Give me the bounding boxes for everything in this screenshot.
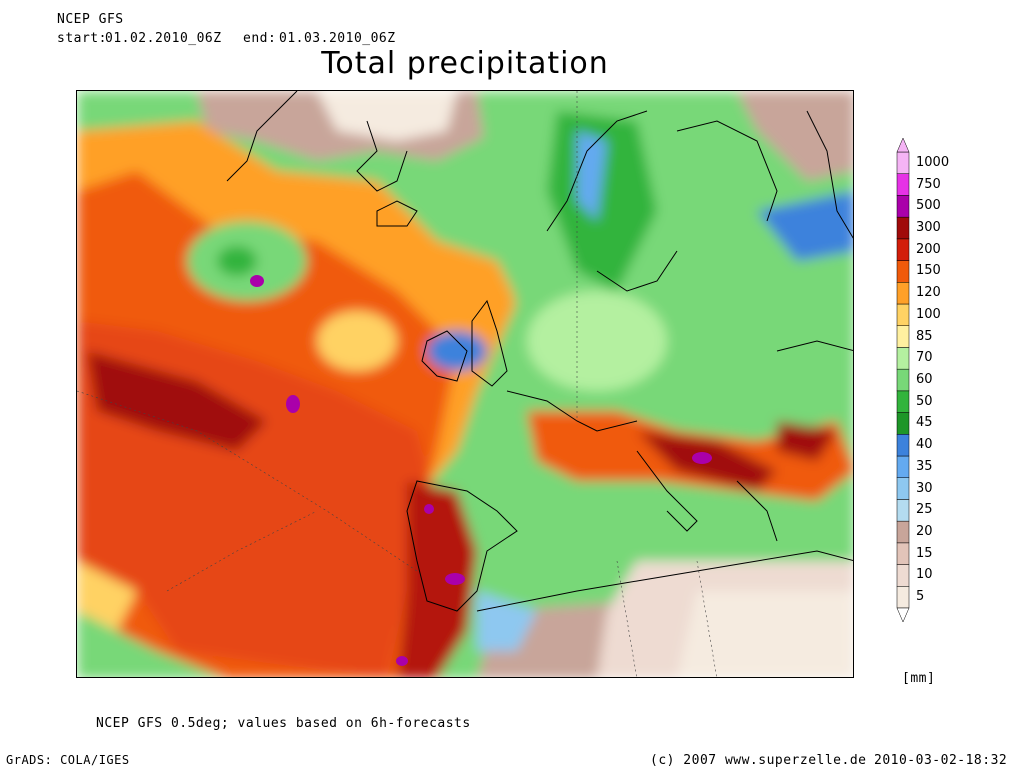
legend-level-label: 20 [916, 524, 933, 539]
model-name: NCEP GFS [57, 12, 124, 27]
legend-level-label: 500 [916, 198, 941, 214]
legend-level-label: 30 [916, 480, 933, 496]
legend-level-label: 15 [916, 545, 933, 561]
legend-swatch [896, 564, 910, 587]
legend-swatch [896, 282, 910, 305]
legend-level-label: 750 [916, 176, 941, 192]
start-date: 01.02.2010_06Z [105, 31, 222, 46]
legend-level-label: 85 [916, 328, 933, 344]
legend-level-label: 300 [916, 220, 941, 235]
start-label: start: [57, 31, 107, 46]
legend-min-arrow [896, 607, 910, 623]
footer-note: NCEP GFS 0.5deg; values based on 6h-fore… [96, 716, 471, 731]
map-title: Total precipitation [321, 46, 609, 81]
legend-level-label: 60 [916, 372, 933, 387]
legend-swatch [896, 477, 910, 500]
color-legend [896, 137, 910, 623]
legend-swatch [896, 368, 910, 392]
legend-level-label: 35 [916, 458, 933, 474]
legend-level-label: 45 [916, 415, 933, 431]
legend-swatch [896, 151, 910, 174]
legend-swatch [896, 195, 910, 218]
legend-level-label: 1000 [916, 154, 950, 170]
legend-level-label: 70 [916, 350, 933, 366]
legend-level-label: 25 [916, 502, 933, 518]
legend-swatch [896, 434, 910, 457]
legend-level-label: 40 [916, 437, 933, 453]
legend-level-label: 120 [916, 285, 941, 301]
precipitation-field [77, 91, 853, 677]
end-date: 01.03.2010_06Z [279, 31, 396, 46]
legend-level-label: 5 [916, 589, 925, 605]
legend-swatch [896, 499, 910, 522]
legend-swatch [896, 260, 910, 283]
legend-swatch [896, 542, 910, 565]
legend-swatch [896, 412, 910, 435]
unit-label: [mm] [902, 671, 936, 686]
end-label: end: [243, 31, 277, 46]
precipitation-map [76, 90, 854, 678]
legend-level-label: 100 [916, 306, 941, 322]
legend-swatch [896, 390, 910, 413]
legend-swatch [896, 303, 910, 326]
legend-max-arrow [896, 137, 910, 153]
software-credit: GrADS: COLA/IGES [6, 753, 130, 767]
legend-swatch [896, 455, 910, 478]
legend-level-label: 200 [916, 241, 941, 257]
legend-swatch [896, 347, 910, 370]
legend-swatch [896, 216, 910, 240]
legend-swatch [896, 325, 910, 348]
timestamp: 2010-03-02-18:32 [874, 753, 1008, 768]
legend-level-label: 10 [916, 567, 933, 583]
copyright: (c) 2007 www.superzelle.de [650, 753, 867, 768]
legend-level-label: 150 [916, 263, 941, 279]
legend-swatch [896, 173, 910, 196]
legend-swatch [896, 586, 910, 609]
legend-level-label: 50 [916, 393, 933, 409]
legend-swatch [896, 238, 910, 261]
legend-swatch [896, 520, 910, 544]
